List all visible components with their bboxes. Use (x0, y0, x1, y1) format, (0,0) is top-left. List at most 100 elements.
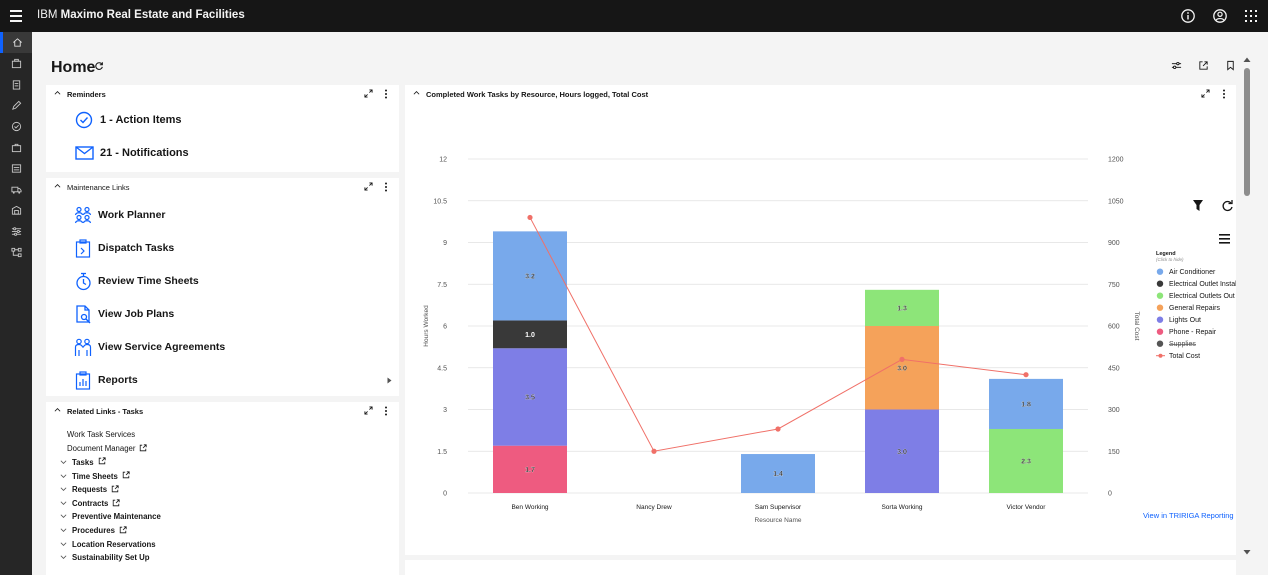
nav-truck-icon[interactable] (0, 179, 32, 200)
legend-swatch (1156, 292, 1164, 299)
related-link-item[interactable]: Contracts (60, 498, 121, 509)
review-time-sheets-link[interactable]: Review Time Sheets (74, 271, 199, 291)
legend-entry[interactable]: Air Conditioner (1169, 269, 1216, 276)
nav-inventory-icon[interactable] (0, 200, 32, 221)
bar-segment (989, 378, 1063, 429)
related-link-item[interactable]: Procedures (60, 526, 127, 536)
bar-segment (865, 409, 939, 493)
nav-edit-icon[interactable] (0, 95, 32, 116)
chart-menu-icon[interactable] (1219, 242, 1230, 244)
maximize-icon[interactable] (1201, 89, 1210, 98)
maximize-icon[interactable] (364, 182, 373, 191)
overflow-menu-icon[interactable] (384, 182, 388, 192)
chevron-down-icon[interactable] (60, 499, 68, 508)
total-cost-point (1023, 372, 1029, 378)
external-link-icon[interactable] (122, 471, 130, 481)
nav-checkmark-icon[interactable] (0, 116, 32, 137)
bookmark-icon[interactable] (1225, 60, 1236, 71)
bar-data-label: 1.8 (1021, 401, 1031, 408)
view-job-plans-link[interactable]: View Job Plans (74, 304, 174, 324)
external-link-icon[interactable] (98, 457, 106, 467)
legend-entry[interactable]: Lights Out (1169, 317, 1201, 324)
filter-icon[interactable] (1193, 200, 1203, 211)
chart-menu-icon[interactable] (1219, 234, 1230, 236)
related-header: Related Links - Tasks (46, 402, 399, 420)
side-nav (0, 32, 32, 575)
nav-briefcase-icon[interactable] (0, 137, 32, 158)
related-link-item[interactable]: Tasks (60, 457, 106, 467)
related-link-item[interactable]: Document Manager (67, 444, 148, 454)
action-items-link[interactable]: 1 - Action Items (74, 111, 182, 129)
legend-entry[interactable]: Total Cost (1169, 353, 1200, 360)
chevron-down-icon[interactable] (60, 458, 68, 467)
chevron-down-icon[interactable] (60, 485, 68, 494)
reports-link[interactable]: Reports (74, 370, 138, 390)
chevron-down-icon[interactable] (60, 472, 68, 481)
total-cost-point (899, 356, 905, 362)
bar-segment (493, 348, 567, 446)
dispatch-tasks-link[interactable]: Dispatch Tasks (74, 238, 174, 258)
related-link-item[interactable]: Work Task Services (67, 430, 135, 439)
external-link-icon[interactable] (119, 526, 127, 536)
maximize-icon[interactable] (364, 89, 373, 98)
nav-clipboard-icon[interactable] (0, 74, 32, 95)
launch-icon[interactable] (1198, 60, 1209, 71)
view-in-tririga-link[interactable]: View in TRIRIGA Reporting (1143, 511, 1234, 520)
nav-settings-sliders-icon[interactable] (0, 221, 32, 242)
related-link-label: Location Reservations (72, 539, 156, 549)
app-brand[interactable]: IBM Maximo Real Estate and Facilities (37, 9, 245, 21)
reports-label: Reports (98, 374, 138, 386)
chevron-down-icon[interactable] (60, 553, 68, 562)
collapse-chevron-icon[interactable] (54, 183, 61, 188)
external-link-icon[interactable] (139, 444, 148, 454)
maximize-icon[interactable] (364, 406, 373, 415)
nav-hierarchy-icon[interactable] (0, 242, 32, 263)
chevron-down-icon[interactable] (60, 526, 68, 535)
notifications-link[interactable]: 21 - Notifications (74, 144, 189, 162)
total-cost-point (527, 214, 533, 221)
overflow-menu-icon[interactable] (1222, 89, 1226, 99)
info-icon[interactable] (1180, 8, 1196, 24)
y2-tick-label: 600 (1108, 324, 1120, 331)
legend-entry[interactable]: Electrical Outlet Installati... (1169, 281, 1236, 288)
chart-menu-icon[interactable] (1219, 238, 1230, 240)
related-link-item[interactable]: Sustainability Set Up (60, 553, 150, 562)
related-link-label: Preventive Maintenance (72, 512, 161, 522)
legend-entry[interactable]: Supplies (1169, 341, 1196, 348)
page-scrollbar[interactable] (1242, 55, 1252, 560)
work-planner-link[interactable]: Work Planner (74, 205, 166, 225)
y2-tick-label: 300 (1108, 407, 1120, 414)
nav-portfolio-icon[interactable] (0, 53, 32, 74)
nav-list-icon[interactable] (0, 158, 32, 179)
collapse-chevron-icon[interactable] (413, 90, 420, 95)
bar-data-label: 1.4 (773, 471, 783, 478)
user-profile-icon[interactable] (1212, 8, 1228, 24)
legend-entry[interactable]: General Repairs (1169, 305, 1220, 312)
related-link-item[interactable]: Time Sheets (60, 471, 130, 481)
related-link-item[interactable]: Requests (60, 485, 119, 495)
related-link-item[interactable]: Location Reservations (60, 540, 156, 549)
collapse-chevron-icon[interactable] (54, 90, 61, 95)
bar-data-label: 3.0 (897, 365, 907, 372)
overflow-menu-icon[interactable] (384, 89, 388, 99)
bar-data-label: 3.5 (525, 394, 535, 401)
chevron-right-icon[interactable] (387, 377, 392, 384)
chevron-down-icon[interactable] (60, 512, 68, 521)
nav-home-icon[interactable] (0, 32, 32, 53)
collapse-chevron-icon[interactable] (54, 407, 61, 412)
overflow-menu-icon[interactable] (384, 406, 388, 416)
legend-entry[interactable]: Electrical Outlets Out (1169, 293, 1235, 300)
legend-entry[interactable]: Phone - Repair (1169, 329, 1217, 336)
app-switcher-icon[interactable] (1243, 8, 1259, 24)
chevron-down-icon[interactable] (60, 540, 68, 549)
stacked-bar-chart: 0 1.5 3 4.5 6 7.5 9 10.5 12 0 150 300 450 600 750 900 10… (423, 157, 1236, 525)
related-link-label: Tasks (72, 457, 94, 467)
view-service-agreements-link[interactable]: View Service Agreements (74, 337, 225, 357)
hamburger-menu-icon[interactable] (10, 10, 22, 22)
related-link-item[interactable]: Preventive Maintenance (60, 512, 161, 521)
external-link-icon[interactable] (111, 485, 119, 495)
refresh-icon[interactable] (94, 61, 104, 71)
external-link-icon[interactable] (112, 498, 121, 509)
filter-settings-icon[interactable] (1171, 60, 1182, 71)
reload-chart-icon[interactable] (1222, 200, 1233, 212)
